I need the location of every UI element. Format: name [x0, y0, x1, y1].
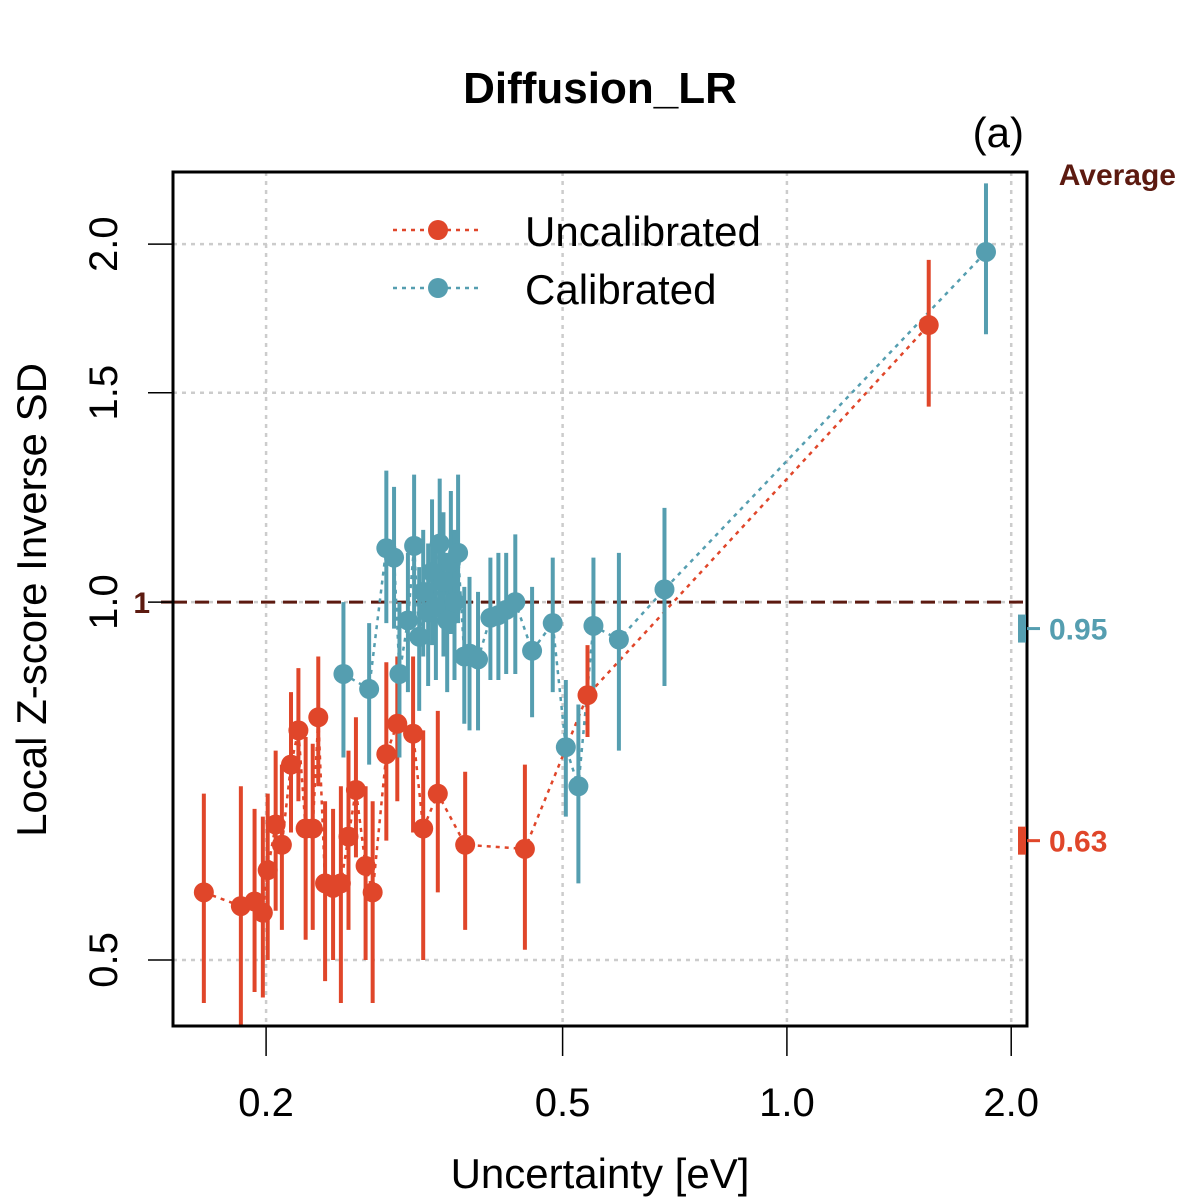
calibrated-point [384, 547, 405, 568]
uncalibrated-point [918, 315, 939, 336]
calibrated-point [389, 663, 410, 684]
calibrated-point [397, 610, 418, 631]
uncalibrated-point [413, 818, 434, 839]
average-label: Average [1059, 159, 1176, 192]
calibrated-average-value: 0.95 [1049, 614, 1107, 647]
calibrated-average-marker [1018, 614, 1026, 643]
x-tick-label: 1.0 [759, 1081, 815, 1125]
panel-label: (a) [973, 109, 1024, 156]
legend-uncalibrated-marker [428, 220, 448, 240]
calibrated-point [448, 542, 469, 563]
calibrated-point [413, 581, 434, 602]
legend-uncalibrated-label: Uncalibrated [525, 208, 761, 255]
calibrated-point [437, 610, 458, 631]
calibrated-point [333, 663, 354, 684]
calibrated-point [505, 592, 526, 613]
x-tick-label: 2.0 [983, 1081, 1039, 1125]
uncalibrated-point [308, 707, 329, 728]
calibrated-point [429, 533, 450, 554]
data-points [193, 241, 996, 923]
x-axis-ticks: 0.2 0.5 1.0 2.0 [238, 1026, 1039, 1125]
uncalibrated-line [203, 324, 930, 917]
calibrated-point [359, 679, 380, 700]
uncalibrated-point [257, 860, 278, 881]
calibrated-point [468, 649, 489, 670]
average-markers: 0.63 0.95 [1018, 614, 1107, 859]
uncalibrated-point [362, 882, 383, 903]
calibrated-point [542, 613, 563, 634]
uncalibrated-point [280, 754, 301, 775]
reference-line-group: 1 [133, 587, 1027, 620]
legend-calibrated-label: Calibrated [525, 266, 716, 313]
chart-title: Diffusion_LR [463, 64, 737, 113]
legend-calibrated-marker [428, 278, 448, 298]
x-tick-label: 0.5 [535, 1081, 591, 1125]
y-axis-label: Local Z-score Inverse SD [8, 363, 55, 837]
calibrated-point [425, 597, 446, 618]
calibrated-point [583, 615, 604, 636]
calibrated-point [404, 535, 425, 556]
x-axis-label: Uncertainty [eV] [451, 1150, 750, 1197]
legend: Uncalibrated Calibrated [393, 208, 761, 313]
uncalibrated-point [387, 713, 408, 734]
uncalibrated-point [302, 818, 323, 839]
uncalibrated-point [288, 720, 309, 741]
uncalibrated-point [338, 826, 359, 847]
calibrated-point [433, 571, 454, 592]
y-tick-label: 0.5 [82, 932, 126, 988]
uncalibrated-point [252, 902, 273, 923]
calibrated-point [654, 579, 675, 600]
uncalibrated-point [403, 723, 424, 744]
uncalibrated-point [376, 744, 397, 765]
uncalibrated-point [427, 783, 448, 804]
calibrated-point [522, 640, 543, 661]
y-axis-ticks: 0.5 1.0 1.5 2.0 [82, 216, 173, 988]
uncalibrated-point [271, 834, 292, 855]
uncalibrated-point [265, 814, 286, 835]
uncalibrated-point [514, 838, 535, 859]
calibrated-point [608, 629, 629, 650]
y-tick-label: 2.0 [82, 216, 126, 272]
reference-line-label: 1 [133, 587, 150, 620]
x-tick-label: 0.2 [238, 1081, 294, 1125]
y-tick-label: 1.0 [82, 574, 126, 630]
uncalibrated-point [330, 873, 351, 894]
uncalibrated-point [193, 882, 214, 903]
y-tick-label: 1.5 [82, 365, 126, 421]
calibrated-point [975, 241, 996, 262]
calibrated-point [444, 592, 465, 613]
uncalibrated-average-value: 0.63 [1049, 826, 1107, 859]
calibrated-point [409, 626, 430, 647]
calibrated-point [568, 776, 589, 797]
uncalibrated-point [455, 834, 476, 855]
uncalibrated-point [345, 779, 366, 800]
plot-frame [171, 170, 1029, 1028]
uncalibrated-point [577, 685, 598, 706]
calibrated-point [555, 737, 576, 758]
uncalibrated-point [355, 855, 376, 876]
uncalibrated-average-marker [1018, 826, 1026, 855]
